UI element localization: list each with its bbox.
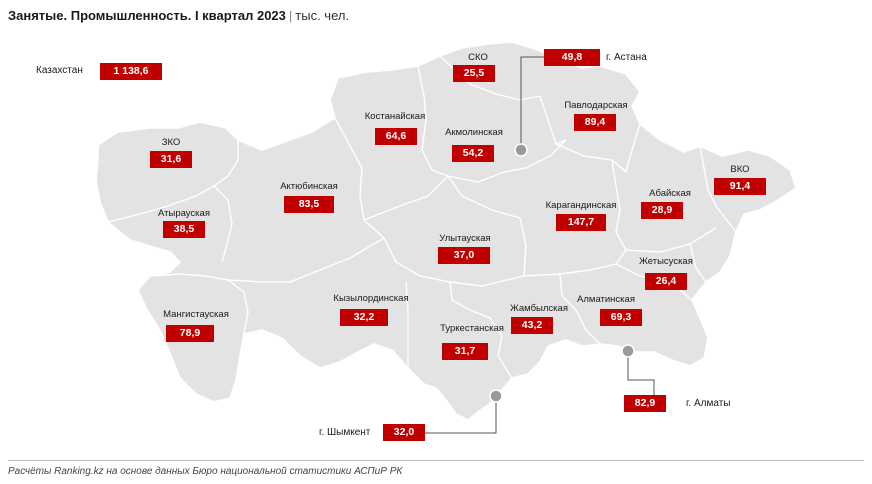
region-label-abai: Абайская xyxy=(649,188,691,199)
region-value-mangystau: 78,9 xyxy=(166,325,214,342)
shymkent-leader-line xyxy=(422,396,497,434)
almaty-dot xyxy=(621,344,635,358)
border-aktobe-kostanay xyxy=(334,117,385,239)
region-value-ulytau: 37,0 xyxy=(438,247,490,264)
almaty-leader-line xyxy=(627,351,655,395)
region-label-kyzylorda: Кызылординская xyxy=(333,293,409,304)
border-karaganda-abai xyxy=(611,159,717,253)
region-label-astana: г. Астана xyxy=(606,52,647,63)
region-label-akmola: Акмолинская xyxy=(445,127,503,138)
border-kostanay-ulytau xyxy=(363,175,449,221)
region-label-shymkent: г. Шымкент xyxy=(319,427,371,438)
region-value-zhambyl: 43,2 xyxy=(511,317,553,334)
region-value-zko: 31,6 xyxy=(150,151,192,168)
region-value-zhetysu: 26,4 xyxy=(645,273,687,290)
region-label-vko: ВКО xyxy=(730,164,750,175)
total-value: 1 138,6 xyxy=(100,63,162,80)
border-ulytau-karaganda xyxy=(447,175,527,277)
border-aktobe-kyzylorda xyxy=(227,237,385,283)
region-label-karaganda: Карагандинская xyxy=(545,200,617,211)
border-akmola-pavlodar xyxy=(539,95,567,145)
region-value-sko: 25,5 xyxy=(453,65,495,82)
border-zko-atyrau xyxy=(107,140,239,223)
region-label-atyrau: Атырауская xyxy=(158,208,210,219)
region-label-kostanay: Костанайская xyxy=(364,111,426,122)
border-kyzylorda-turkestan xyxy=(405,281,409,368)
region-label-mangystau: Мангистауская xyxy=(163,309,229,320)
region-label-zhetysu: Жетысуская xyxy=(639,256,693,267)
border-zko-aktobe xyxy=(213,185,233,263)
astana-leader-line xyxy=(520,56,544,150)
region-value-almaty-obl: 69,3 xyxy=(600,309,642,326)
region-value-atyrau: 38,5 xyxy=(163,221,205,238)
region-value-turkestan: 31,7 xyxy=(442,343,488,360)
title-separator: | xyxy=(288,8,293,23)
region-value-kostanay: 64,6 xyxy=(375,128,417,145)
region-value-kyzylorda: 32,2 xyxy=(340,309,388,326)
region-value-karaganda: 147,7 xyxy=(556,214,606,231)
border-pavlodar-abai xyxy=(555,123,641,174)
region-label-ulytau: Улытауская xyxy=(439,233,491,244)
region-label-aktobe: Актюбинская xyxy=(280,181,338,192)
border-karaganda-south xyxy=(523,249,627,277)
chart-title: Занятые. Промышленность. I квартал 2023 |… xyxy=(8,8,349,23)
region-label-zko: ЗКО xyxy=(161,137,181,148)
border-kostanay-akmola xyxy=(417,65,449,177)
region-label-almaty-obl: Алматинская xyxy=(577,294,635,305)
region-value-almaty-city: 82,9 xyxy=(624,395,666,412)
border-turkestan-zhambyl xyxy=(449,281,513,379)
total-label: Казахстан xyxy=(36,65,83,76)
region-label-pavlodar: Павлодарская xyxy=(564,100,628,111)
shymkent-dot xyxy=(489,389,503,403)
region-value-aktobe: 83,5 xyxy=(284,196,334,213)
region-value-shymkent: 32,0 xyxy=(383,424,425,441)
chart-title-main: Занятые. Промышленность. I квартал 2023 xyxy=(8,8,286,23)
source-note: Расчёты Ranking.kz на основе данных Бюро… xyxy=(8,466,403,477)
border-zhambyl-almaty xyxy=(559,273,601,345)
border-ulytau-kyzylorda xyxy=(383,237,525,287)
region-value-abai: 28,9 xyxy=(641,202,683,219)
region-label-zhambyl: Жамбылская xyxy=(510,303,568,314)
border-zhetysu-abai xyxy=(689,243,707,283)
region-label-turkestan: Туркестанская xyxy=(440,323,504,334)
footer-divider xyxy=(8,460,864,461)
border-abai-vko xyxy=(699,145,737,233)
region-value-vko: 91,4 xyxy=(714,178,766,195)
astana-dot xyxy=(514,143,528,157)
region-value-akmola: 54,2 xyxy=(452,145,494,162)
border-akmola-karaganda xyxy=(447,139,567,183)
region-value-astana: 49,8 xyxy=(544,49,600,66)
region-label-almaty-city: г. Алматы xyxy=(686,398,731,409)
chart-unit: тыс. чел. xyxy=(295,8,350,23)
region-value-pavlodar: 89,4 xyxy=(574,114,616,131)
region-label-sko: СКО xyxy=(468,52,488,63)
